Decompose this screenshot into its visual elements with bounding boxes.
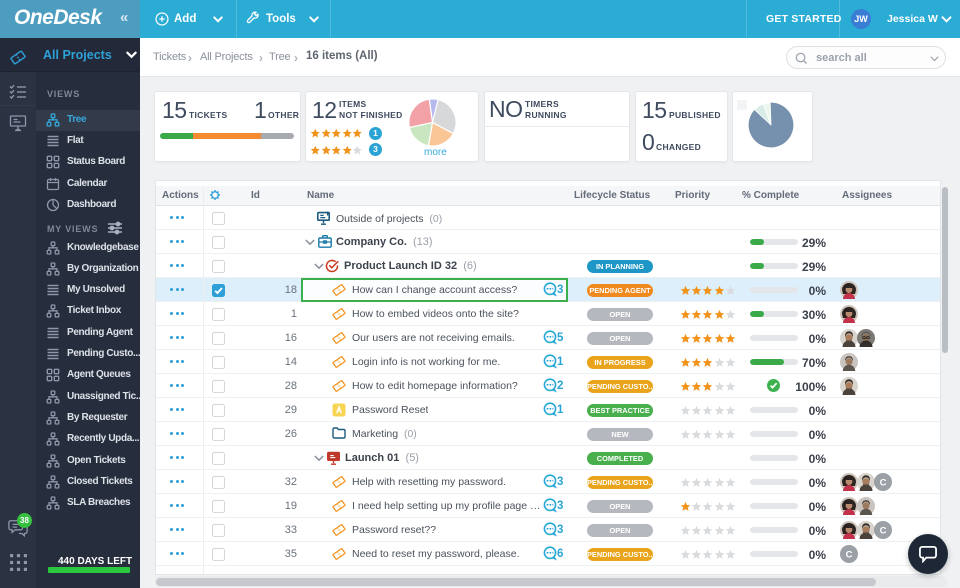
svg-text:C: C — [880, 526, 887, 537]
svg-text:C: C — [880, 478, 887, 489]
svg-text:C: C — [846, 550, 853, 561]
